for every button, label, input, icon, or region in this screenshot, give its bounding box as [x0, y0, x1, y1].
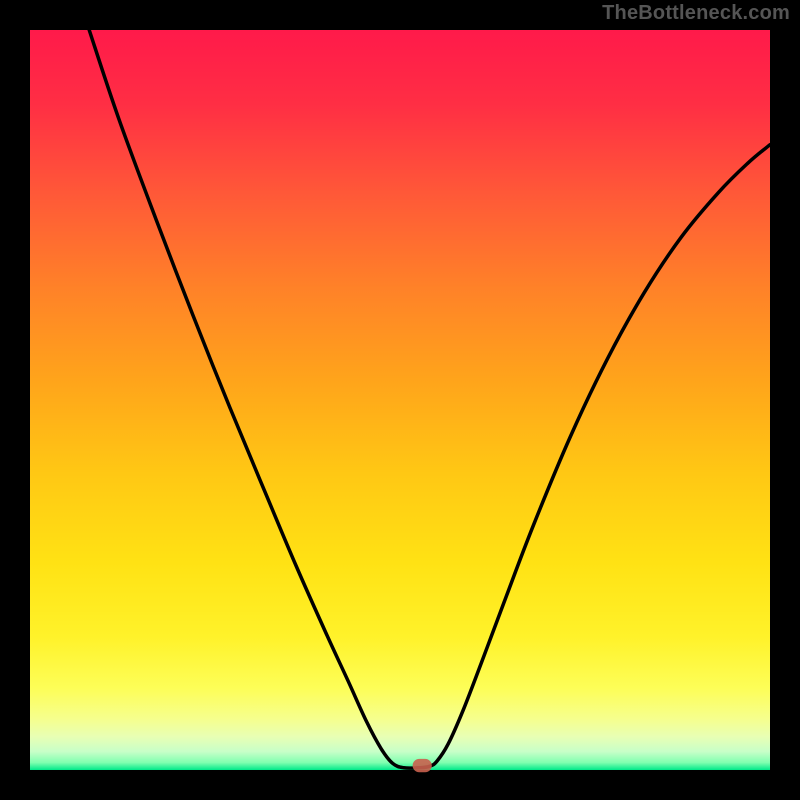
bottleneck-chart: [0, 0, 800, 800]
chart-container: TheBottleneck.com: [0, 0, 800, 800]
optimum-marker: [413, 759, 432, 772]
plot-background: [30, 30, 770, 770]
watermark-text: TheBottleneck.com: [602, 2, 790, 25]
